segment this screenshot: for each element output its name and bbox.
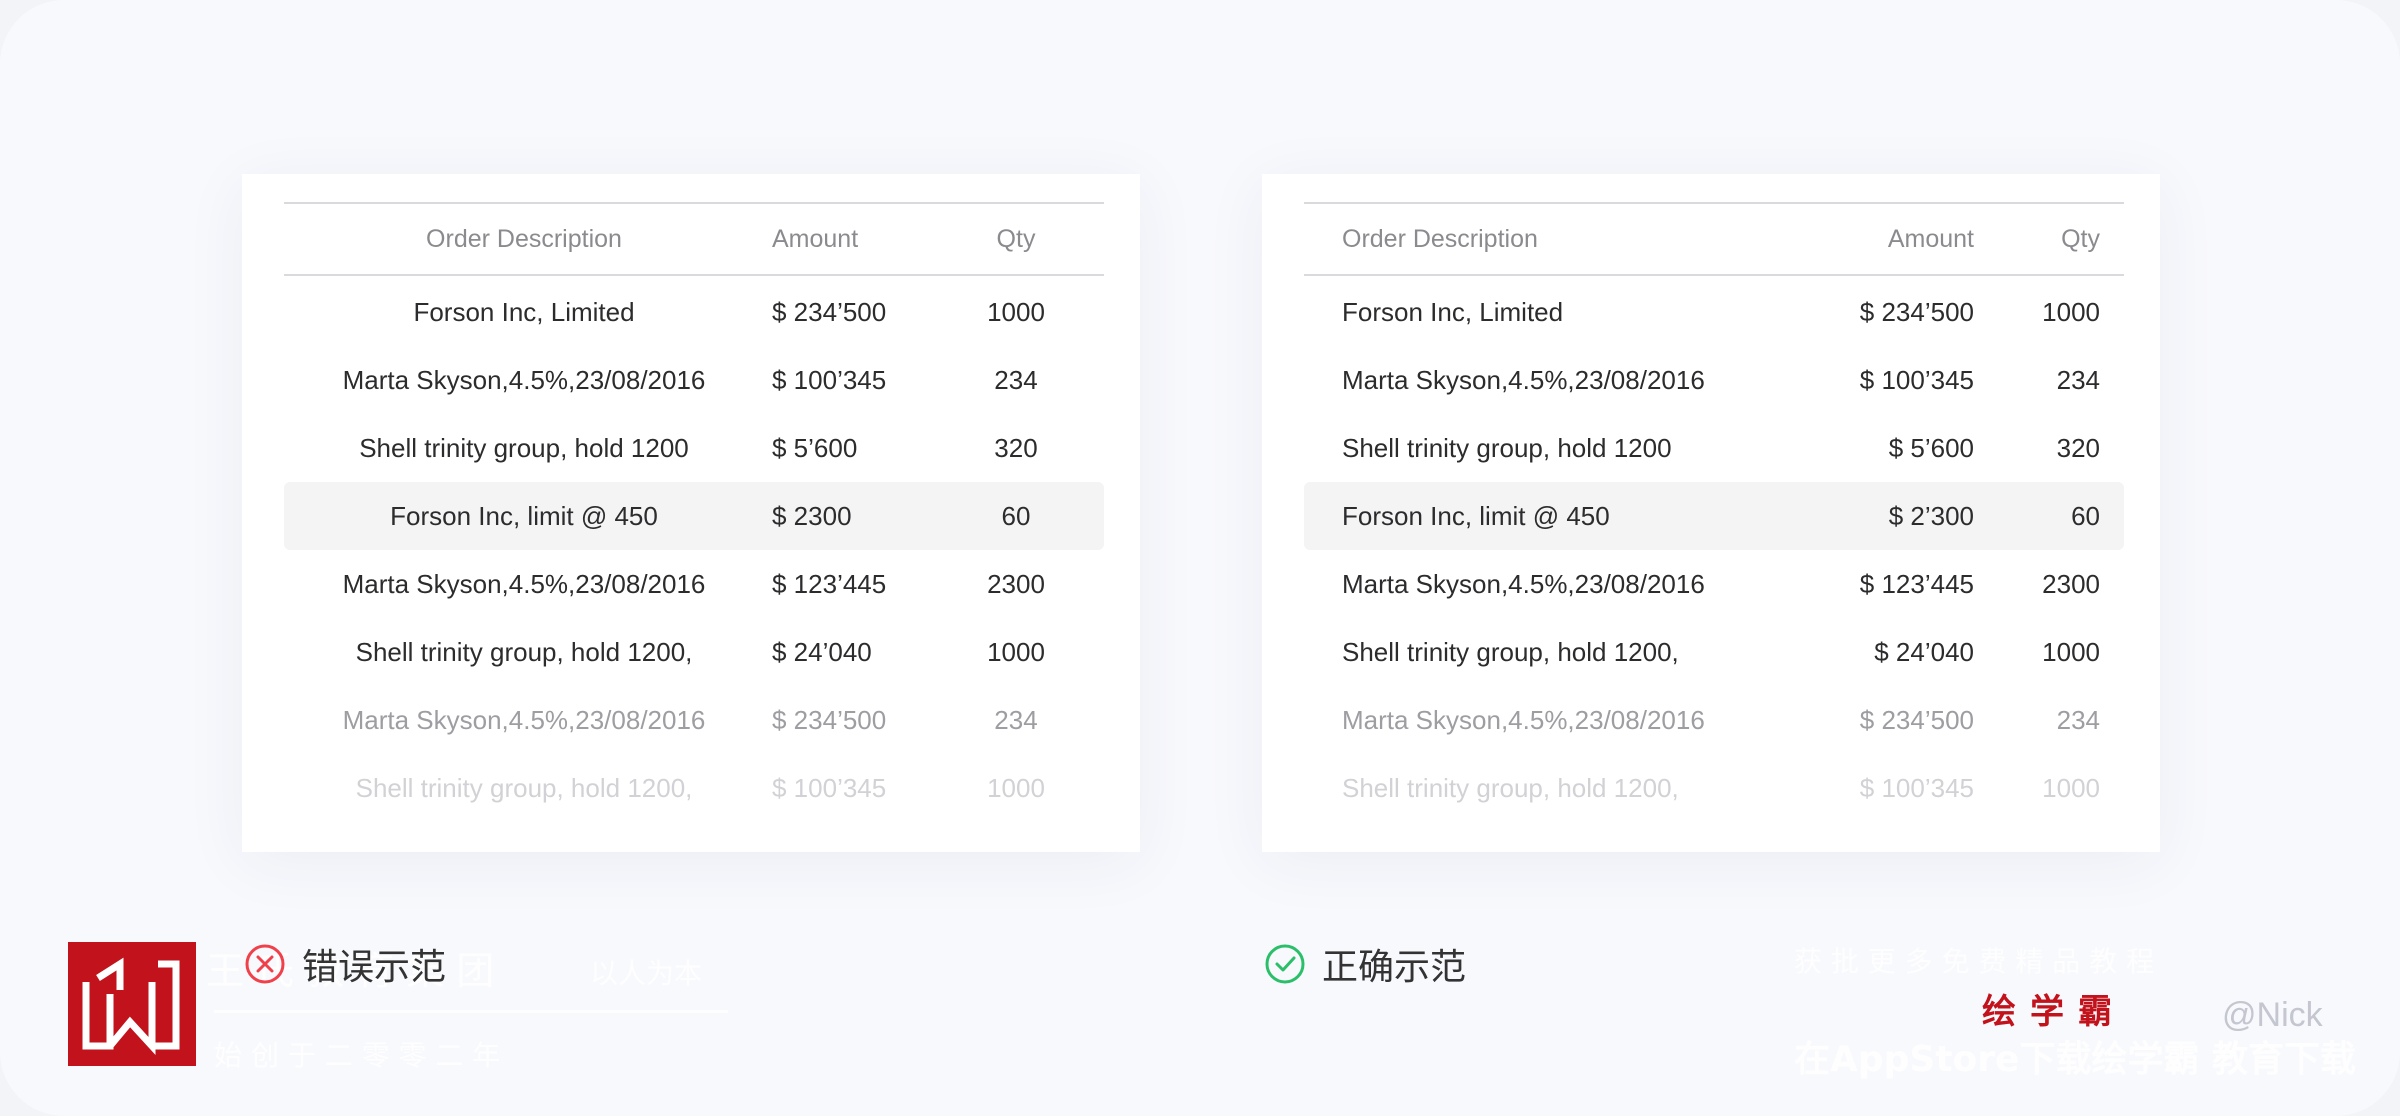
qty-cell: 1000	[987, 773, 1045, 803]
table-body: Forson Inc, Limited $ 234’500 1000 Marta Sk…	[284, 278, 1104, 822]
qty-cell: 234	[2056, 365, 2100, 395]
table-row: Marta Skyson,4.5%,23/08/2016 $ 234’500 234	[1304, 686, 2124, 754]
qty-cell: 234	[2056, 705, 2100, 735]
table-row: Marta Skyson,4.5%,23/08/2016 $ 100’345 234	[284, 346, 1104, 414]
qty-cell: 1000	[2042, 637, 2100, 667]
order-description-cell: Marta Skyson,4.5%,23/08/2016	[342, 365, 706, 395]
table-row: Marta Skyson,4.5%,23/08/2016 $ 123’445 230…	[1304, 550, 2124, 618]
order-description-cell: Marta Skyson,4.5%,23/08/2016	[1342, 365, 1705, 395]
wrong-caption-label: 错误示范	[302, 947, 447, 988]
order-description-cell: Forson Inc, Limited	[1342, 297, 1564, 327]
qty-cell: 1000	[987, 637, 1045, 667]
table-row: Marta Skyson,4.5%,23/08/2016 $ 123’445 230…	[284, 550, 1104, 618]
order-description-cell: Forson Inc, limit @ 450	[1342, 501, 1610, 531]
qty-cell: 320	[2056, 433, 2100, 463]
watermark-ghost-text: 在AppStore下载绘学霸 教育下载	[1794, 1039, 2356, 1080]
qty-cell: 320	[994, 433, 1038, 463]
orders-table: Order Description Amount Qty Forson Inc,…	[284, 202, 1104, 822]
brand-logo	[68, 942, 196, 1066]
table-row-highlighted: Forson Inc, limit @ 450 $ 2300 60	[284, 482, 1104, 550]
order-description-cell: Forson Inc, Limited	[413, 297, 635, 327]
watermark-ghost-text: 获 批 更 多 免 费 精 品 教 程	[1794, 945, 2155, 978]
author-credit: @Nick	[2222, 996, 2323, 1034]
qty-cell: 60	[1001, 501, 1031, 531]
order-description-cell: Marta Skyson,4.5%,23/08/2016	[342, 705, 706, 735]
amount-cell: $ 5’600	[772, 433, 858, 463]
amount-cell: $ 24’040	[1874, 637, 1974, 667]
amount-cell: $ 2’300	[1888, 501, 1974, 531]
right-example-caption: 正确示范	[1264, 936, 1466, 992]
table-row-highlighted: Forson Inc, limit @ 450 $ 2’300 60	[1304, 482, 2124, 550]
wrong-example-caption: 错误示范	[244, 936, 446, 992]
amount-cell: $ 100’345	[772, 773, 887, 803]
qty-cell: 1000	[2042, 773, 2100, 803]
header-order-description: Order Description	[426, 225, 622, 253]
amount-cell: $ 100’345	[772, 365, 887, 395]
header-amount: Amount	[1887, 225, 1974, 253]
table-header: Order Description Amount Qty	[284, 202, 1104, 276]
amount-cell: $ 123’445	[772, 569, 887, 599]
watermark-ghost-text: 始 创 于 二 零 零 二 年	[214, 1039, 501, 1072]
amount-cell: $ 123’445	[1859, 569, 1974, 599]
order-description-cell: Shell trinity group, hold 1200,	[1342, 637, 1679, 667]
amount-cell: $ 234’500	[772, 705, 887, 735]
watermark-ghost-text: 王 氏 教 育 集 团	[206, 949, 495, 993]
table-row: Marta Skyson,4.5%,23/08/2016 $ 100’345 234	[1304, 346, 2124, 414]
amount-cell: $ 5’600	[1888, 433, 1974, 463]
table-row: Forson Inc, Limited $ 234’500 1000	[1304, 278, 2124, 346]
order-description-cell: Marta Skyson,4.5%,23/08/2016	[342, 569, 706, 599]
order-description-cell: Shell trinity group, hold 1200,	[355, 773, 693, 803]
header-qty: Qty	[996, 225, 1036, 253]
header-qty: Qty	[2061, 225, 2100, 253]
amount-cell: $ 100’345	[1859, 365, 1974, 395]
amount-cell: $ 24’040	[772, 637, 872, 667]
order-description-cell: Marta Skyson,4.5%,23/08/2016	[1342, 569, 1705, 599]
order-description-cell: Shell trinity group, hold 1200,	[355, 637, 693, 667]
qty-cell: 2300	[2042, 569, 2100, 599]
table-row: Shell trinity group, hold 1200 $ 5’600 320	[284, 414, 1104, 482]
table-body: Forson Inc, Limited $ 234’500 1000 Marta Sk…	[1304, 278, 2124, 822]
qty-cell: 1000	[2042, 297, 2100, 327]
amount-cell: $ 234’500	[1859, 705, 1974, 735]
table-row: Shell trinity group, hold 1200 $ 5’600 320	[1304, 414, 2124, 482]
qty-cell: 60	[2071, 501, 2100, 531]
watermark-divider	[214, 1010, 728, 1013]
logo-w-mark-icon	[82, 957, 180, 1055]
qty-cell: 2300	[987, 569, 1045, 599]
order-description-cell: Shell trinity group, hold 1200	[359, 433, 689, 463]
wrong-example-card: Order Description Amount Qty Forson Inc,…	[242, 174, 1140, 852]
amount-cell: $ 234’500	[1859, 297, 1974, 327]
check-circle-icon	[1265, 944, 1305, 984]
order-description-cell: Marta Skyson,4.5%,23/08/2016	[1342, 705, 1705, 735]
amount-cell: $ 100’345	[1859, 773, 1974, 803]
amount-cell: $ 2300	[772, 501, 852, 531]
table-row: Marta Skyson,4.5%,23/08/2016 $ 234’500 234	[284, 686, 1104, 754]
qty-cell: 1000	[987, 297, 1045, 327]
qty-cell: 234	[994, 365, 1038, 395]
order-description-cell: Shell trinity group, hold 1200	[1342, 433, 1672, 463]
table-row: Forson Inc, Limited $ 234’500 1000	[284, 278, 1104, 346]
header-order-description: Order Description	[1342, 225, 1538, 253]
right-caption-label: 正确示范	[1322, 947, 1467, 988]
table-row: Shell trinity group, hold 1200, $ 100’345…	[284, 754, 1104, 822]
brand-watermark: 绘学霸	[1982, 992, 2126, 1032]
table-row: Shell trinity group, hold 1200, $ 100’345…	[1304, 754, 2124, 822]
table-header: Order Description Amount Qty	[1304, 202, 2124, 276]
table-row: Shell trinity group, hold 1200, $ 24’040 1…	[284, 618, 1104, 686]
amount-cell: $ 234’500	[772, 297, 887, 327]
orders-table: Order Description Amount Qty Forson Inc,…	[1304, 202, 2124, 822]
table-row: Shell trinity group, hold 1200, $ 24’040 1…	[1304, 618, 2124, 686]
qty-cell: 234	[994, 705, 1038, 735]
order-description-cell: Shell trinity group, hold 1200,	[1342, 773, 1679, 803]
error-circle-icon	[245, 944, 285, 984]
watermark-ghost-text: 以人为本	[590, 957, 703, 990]
order-description-cell: Forson Inc, limit @ 450	[390, 501, 658, 531]
right-example-card: Order Description Amount Qty Forson Inc,…	[1262, 174, 2160, 852]
header-amount: Amount	[772, 225, 859, 253]
